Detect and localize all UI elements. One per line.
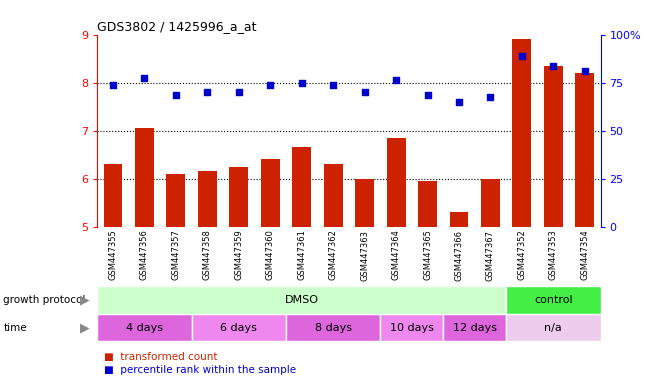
Bar [506,314,601,341]
Point [548,63,559,69]
Text: GDS3802 / 1425996_a_at: GDS3802 / 1425996_a_at [97,20,257,33]
Text: GSM447367: GSM447367 [486,230,495,281]
Text: ▶: ▶ [80,321,89,334]
Text: GSM447363: GSM447363 [360,230,369,281]
Text: GSM447355: GSM447355 [109,230,117,280]
Text: GSM447352: GSM447352 [517,230,527,280]
Text: GSM447357: GSM447357 [171,230,180,280]
Point [107,82,118,88]
Text: time: time [3,323,27,333]
Point [265,82,276,88]
Text: GSM447356: GSM447356 [140,230,149,280]
Text: 4 days: 4 days [126,323,163,333]
Bar [192,314,286,341]
Point [580,68,590,74]
Text: 6 days: 6 days [220,323,257,333]
Bar [506,286,601,314]
Bar [103,164,122,227]
Text: ■  percentile rank within the sample: ■ percentile rank within the sample [104,365,296,375]
Bar [450,212,468,227]
Text: GSM447353: GSM447353 [549,230,558,280]
Point [202,89,213,95]
Point [297,79,307,86]
Text: GSM447359: GSM447359 [234,230,244,280]
Bar [444,314,506,341]
Bar [355,179,374,227]
Bar [261,159,280,227]
Text: control: control [534,295,572,305]
Bar [481,179,500,227]
Point [170,91,181,98]
Bar [386,138,405,227]
Point [422,91,433,98]
Text: 10 days: 10 days [390,323,433,333]
Point [517,53,527,59]
Text: GSM447361: GSM447361 [297,230,306,280]
Point [139,75,150,81]
Text: n/a: n/a [544,323,562,333]
Point [485,94,496,100]
Text: GSM447354: GSM447354 [580,230,589,280]
Text: GSM447364: GSM447364 [392,230,401,280]
Point [391,77,401,83]
Bar [97,286,506,314]
Text: GSM447366: GSM447366 [454,230,464,281]
Text: 8 days: 8 days [315,323,352,333]
Bar [575,73,595,227]
Bar [513,40,531,227]
Bar [418,181,437,227]
Text: GSM447360: GSM447360 [266,230,275,280]
Text: growth protocol: growth protocol [3,295,86,305]
Point [359,89,370,95]
Bar [198,171,217,227]
Bar [544,66,563,227]
Bar [293,147,311,227]
Text: DMSO: DMSO [285,295,319,305]
Point [234,89,244,95]
Text: 12 days: 12 days [453,323,497,333]
Point [454,99,464,105]
Bar [135,128,154,227]
Bar [380,314,444,341]
Text: GSM447365: GSM447365 [423,230,432,280]
Bar [229,167,248,227]
Point [328,82,339,88]
Text: ■  transformed count: ■ transformed count [104,352,217,362]
Text: ▶: ▶ [80,293,89,306]
Bar [97,314,192,341]
Bar [166,174,185,227]
Bar [323,164,343,227]
Text: GSM447362: GSM447362 [329,230,338,280]
Bar [286,314,380,341]
Text: GSM447358: GSM447358 [203,230,212,280]
